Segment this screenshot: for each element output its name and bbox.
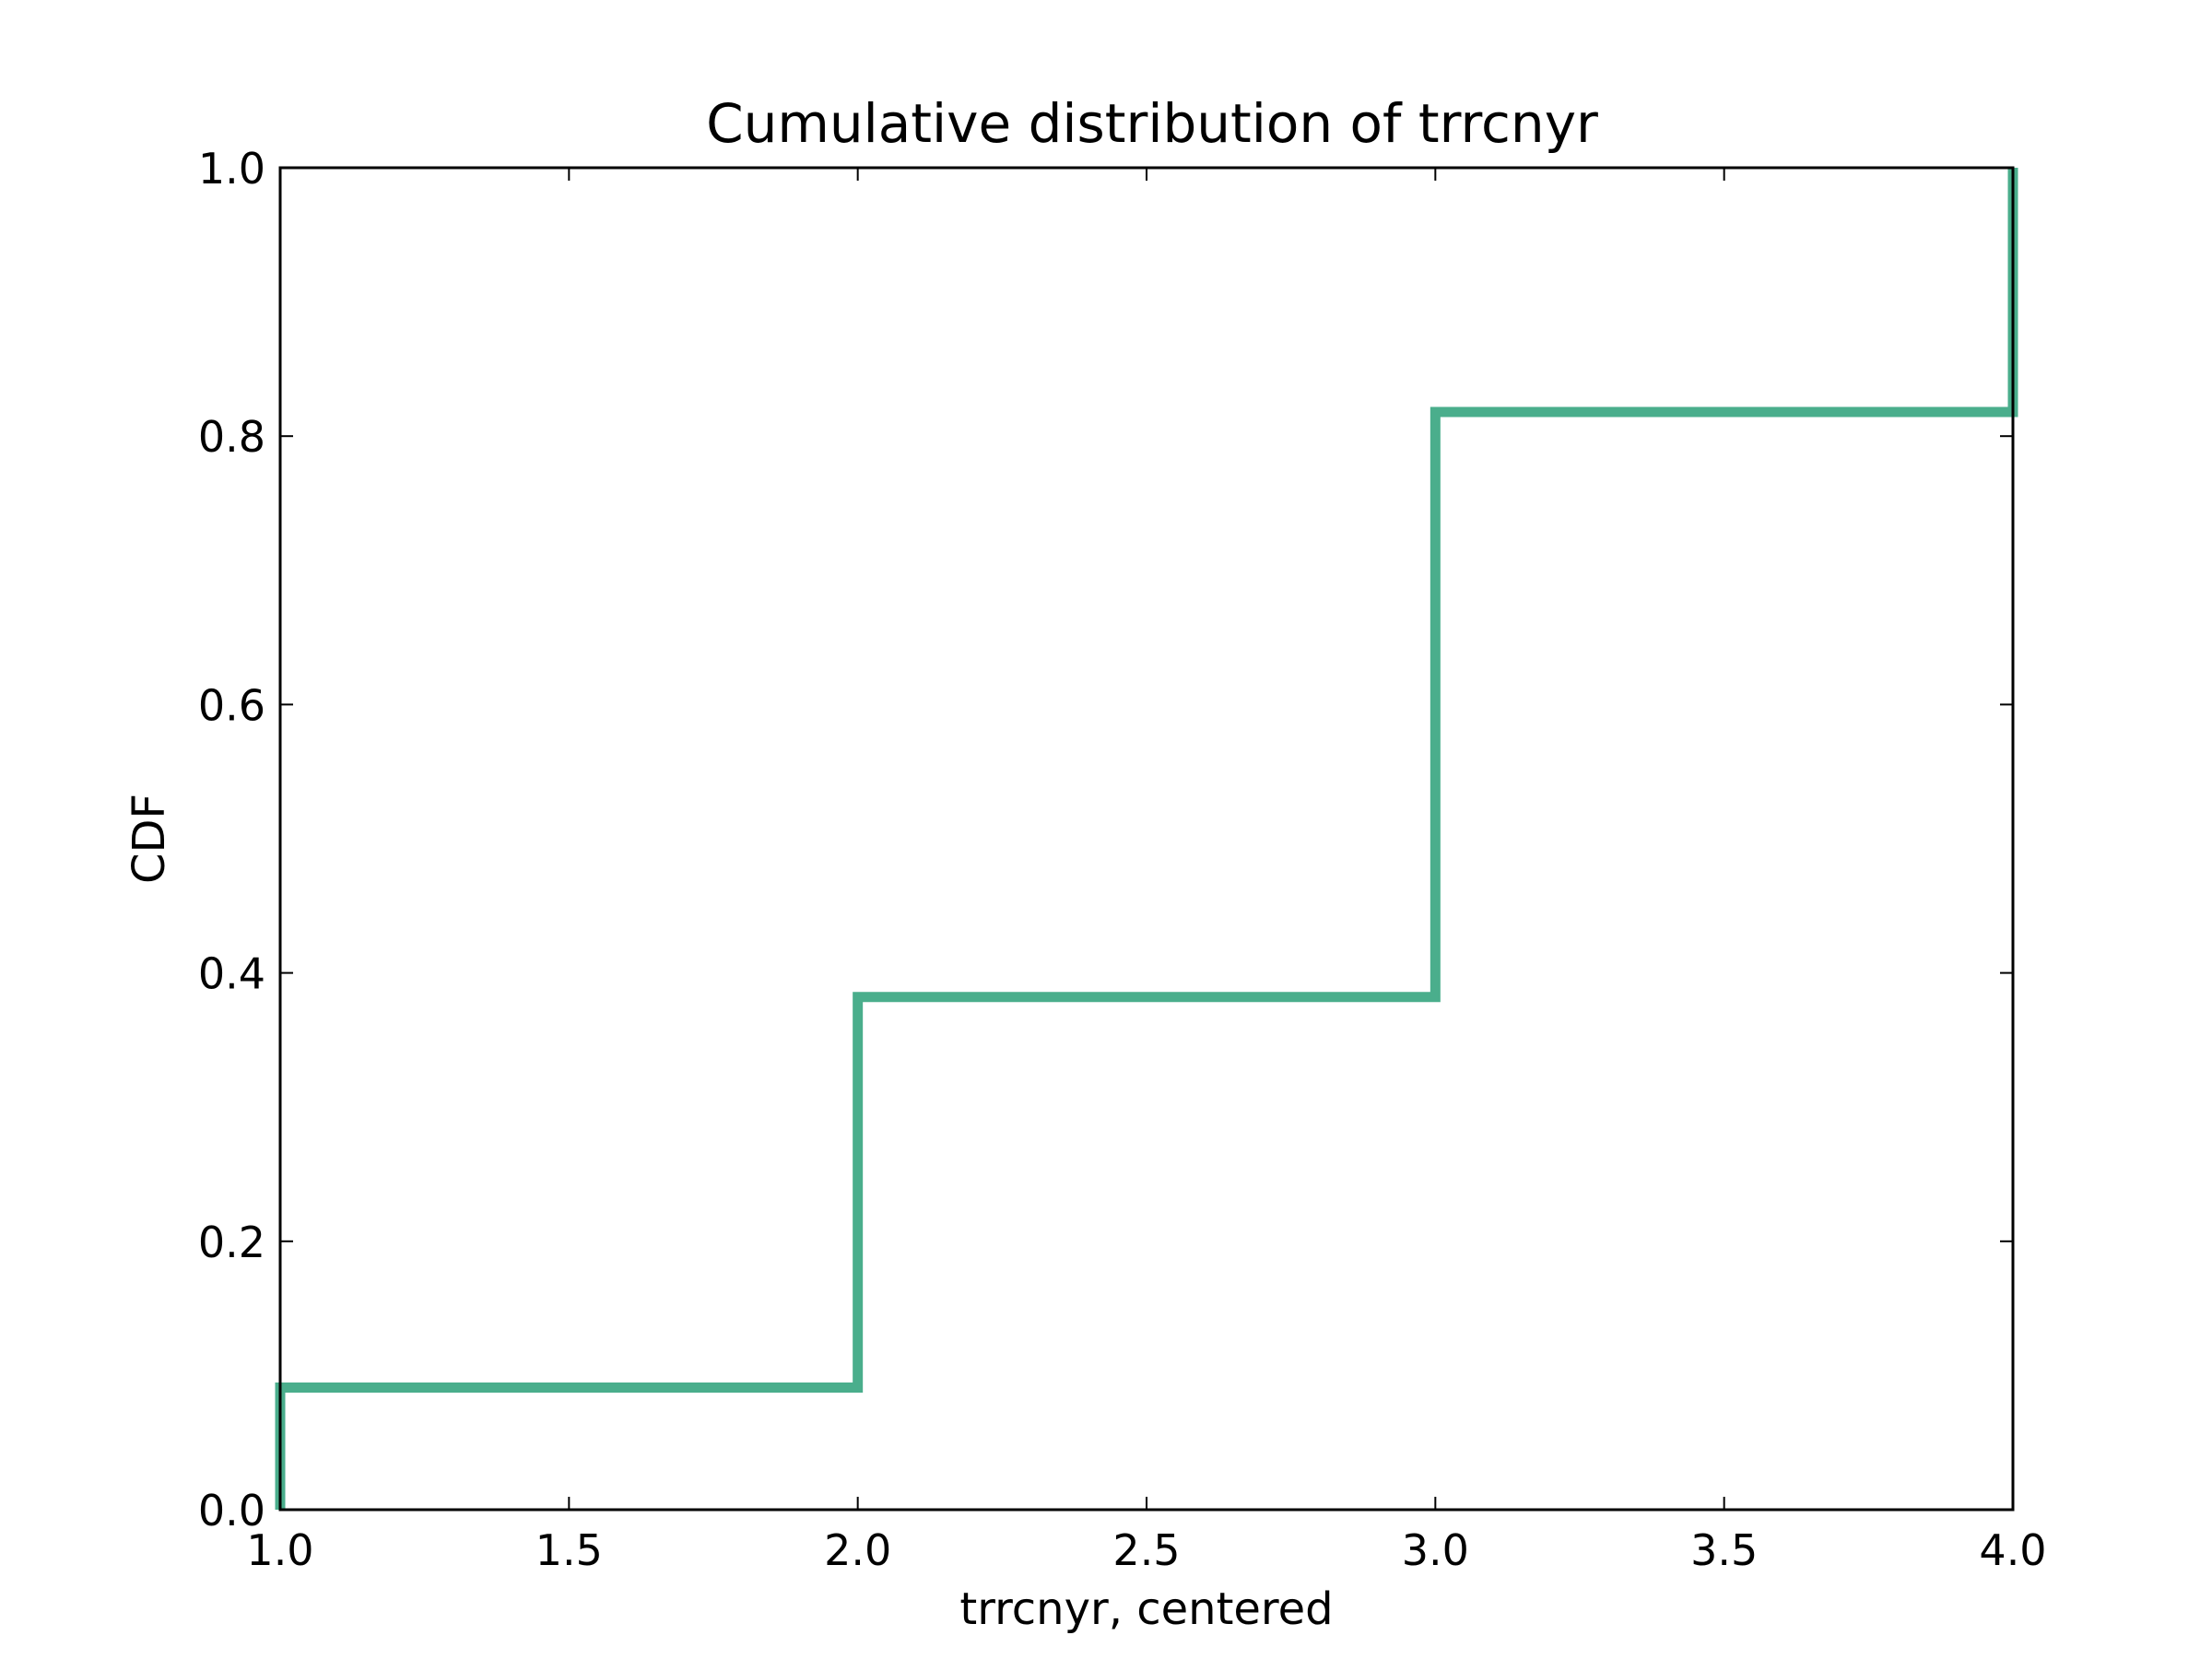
x-tick-label: 1.0	[246, 1525, 313, 1575]
x-tick-label: 2.0	[824, 1525, 891, 1575]
series-layer	[275, 168, 2018, 1510]
y-tick-label: 0.4	[198, 949, 265, 999]
y-axis-ticks: 0.0 0.2 0.4 0.6 0.8 1.0	[198, 144, 2013, 1535]
x-tick-label: 1.5	[535, 1525, 603, 1575]
plot-frame-fill	[280, 168, 2013, 1510]
x-tick-label: 3.0	[1402, 1525, 1469, 1575]
x-axis-ticks: 1.0 1.5 2.0 2.5 3.0 3.5 4.0	[246, 168, 2047, 1575]
y-tick-label: 0.0	[198, 1486, 265, 1535]
y-tick-label: 0.2	[198, 1218, 265, 1267]
chart-title: Cumulative distribution of trrcnyr	[706, 92, 1598, 155]
y-tick-label: 1.0	[198, 144, 265, 194]
x-axis-label: trrcnyr, centered	[959, 1583, 1333, 1635]
x-tick-label: 2.5	[1112, 1525, 1180, 1575]
y-tick-label: 0.6	[198, 680, 265, 730]
x-tick-label: 3.5	[1690, 1525, 1758, 1575]
plot-frame	[278, 166, 2015, 1512]
y-axis-label: CDF	[124, 794, 175, 884]
cdf-step-line	[275, 168, 2018, 1510]
x-tick-label: 4.0	[1979, 1525, 2046, 1575]
y-tick-label: 0.8	[198, 412, 265, 462]
plot-area: 0.0 0.2 0.4 0.6 0.8 1.0 1.0 1.5 2.0 2.5 3.0 3.5 4.0	[198, 144, 2047, 1575]
